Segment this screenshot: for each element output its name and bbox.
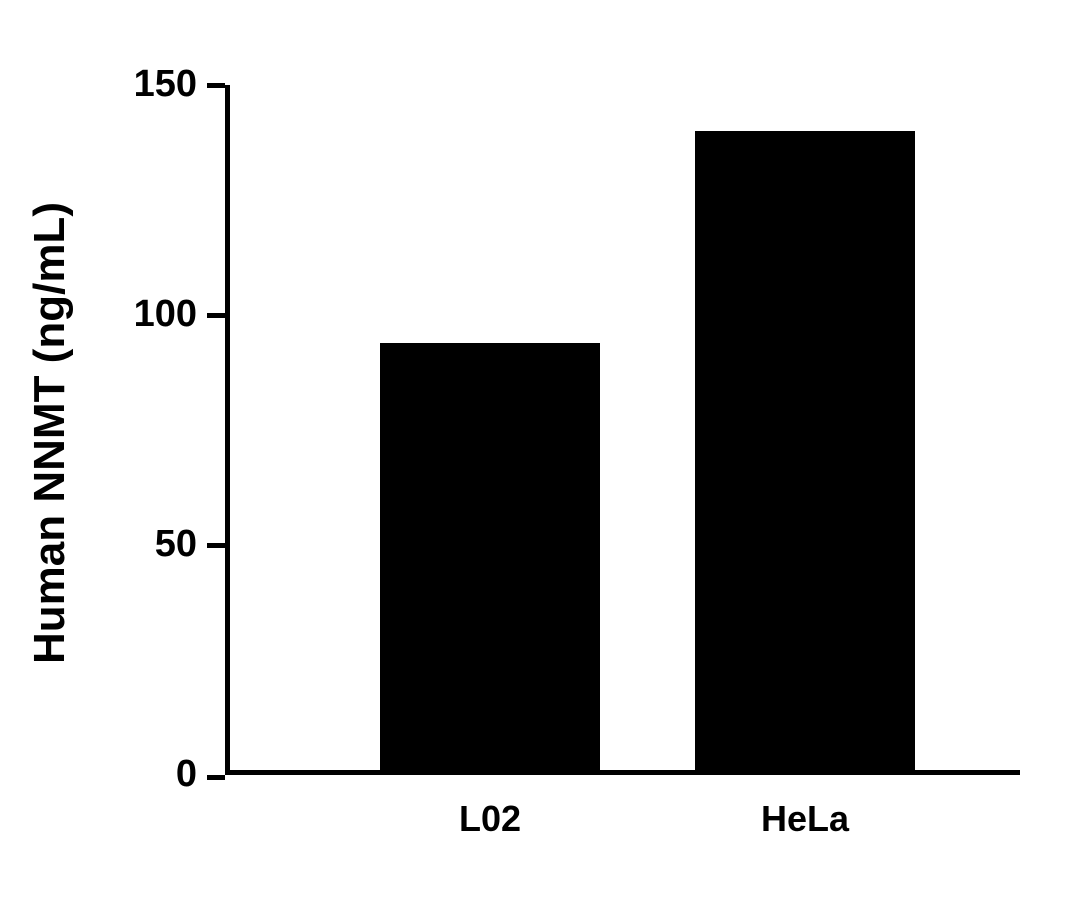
y-tick-label: 0 (107, 753, 197, 796)
y-axis-label: Human NNMT (ng/mL) (25, 153, 75, 713)
y-tick-label: 100 (107, 293, 197, 336)
y-tick (207, 83, 225, 88)
y-tick (207, 313, 225, 318)
bar-L02 (380, 343, 600, 775)
x-tick-label: HeLa (761, 798, 849, 840)
y-tick-label: 150 (107, 63, 197, 106)
bar-HeLa (695, 131, 915, 775)
x-tick-label: L02 (459, 798, 521, 840)
y-tick-label: 50 (107, 523, 197, 566)
y-axis-label-text: Human NNMT (ng/mL) (25, 202, 74, 664)
y-tick (207, 543, 225, 548)
y-tick (207, 775, 225, 780)
bar-chart: 0 50 100 150 L02 HeLa Human NNMT (ng/mL) (0, 0, 1074, 909)
